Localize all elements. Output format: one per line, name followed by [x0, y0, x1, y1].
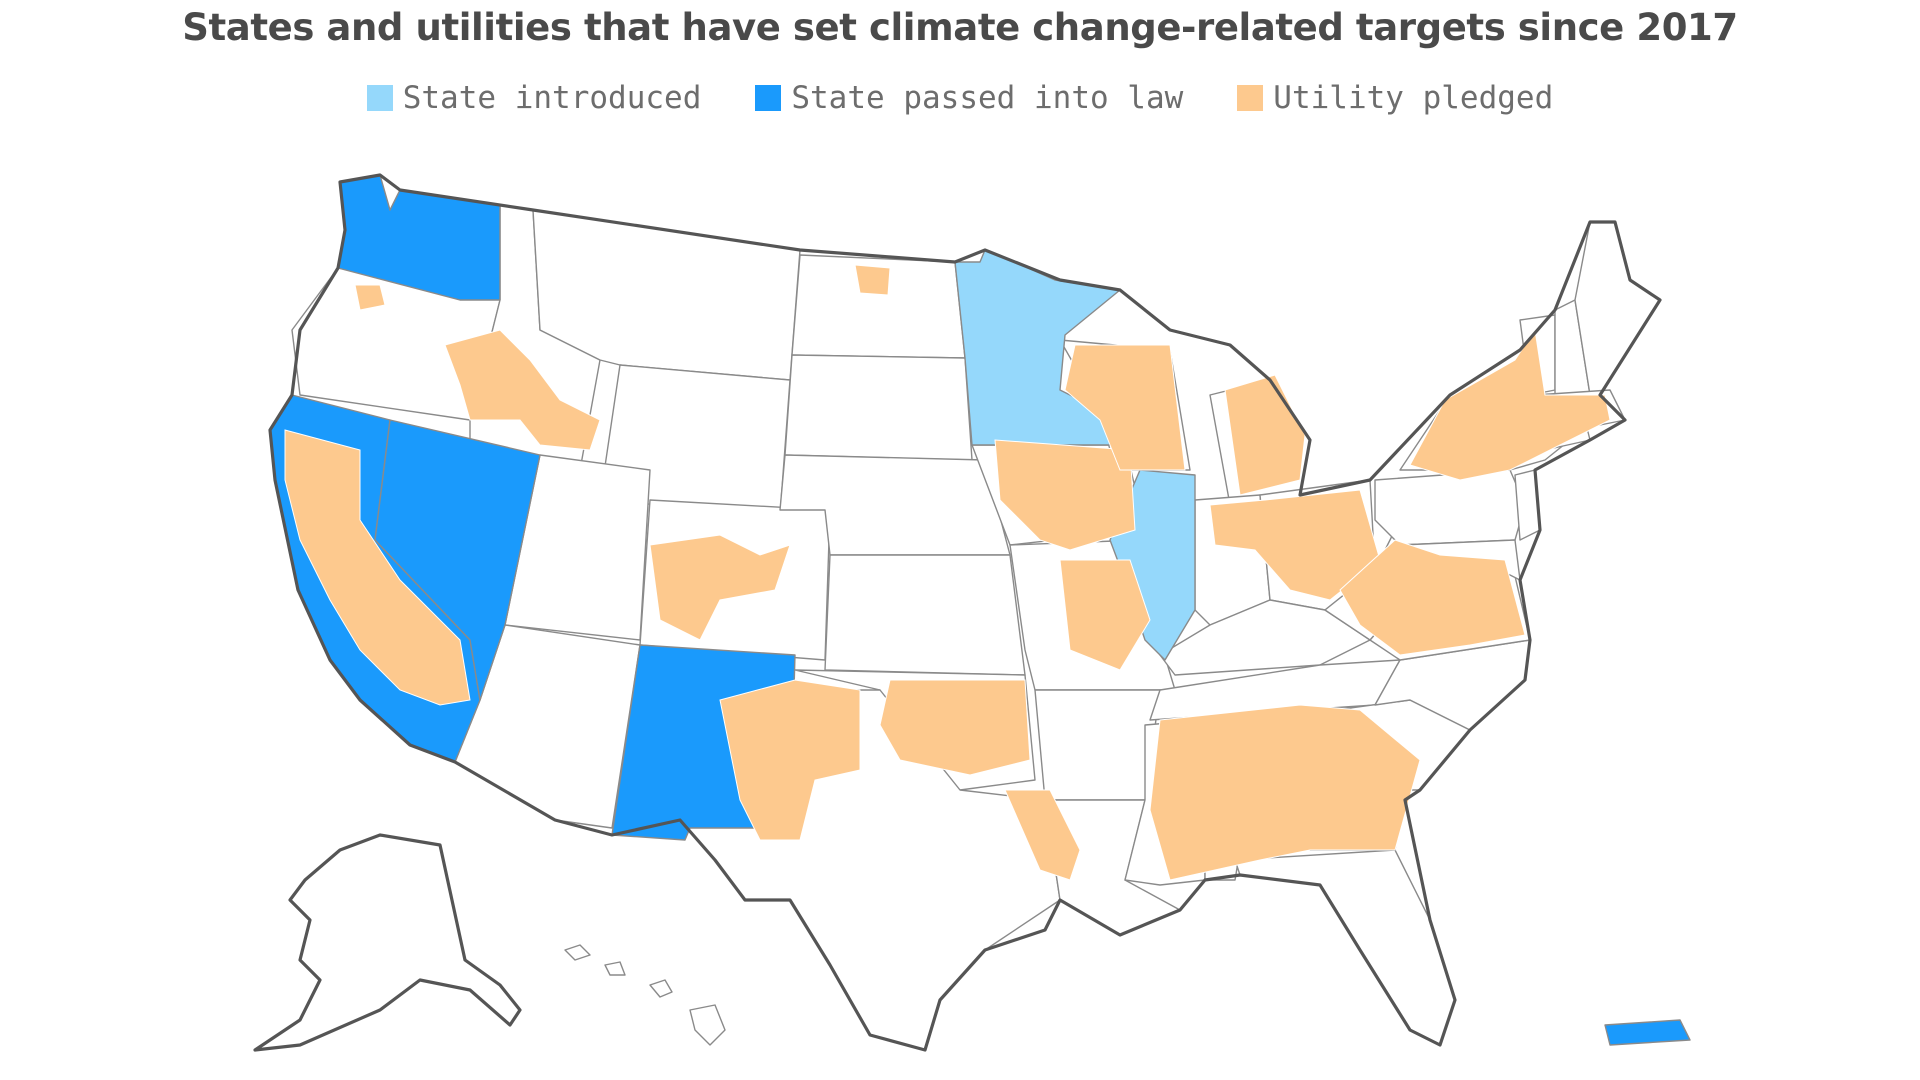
utility-region-oklahoma [879, 679, 1031, 776]
legend-label-state-introduced: State introduced [402, 80, 702, 116]
legend: State introduced State passed into law U… [0, 80, 1920, 116]
state-puerto-rico [1604, 1019, 1691, 1046]
legend-label-state-passed: State passed into law [791, 80, 1184, 116]
legend-swatch-state-passed [755, 85, 782, 111]
map-title: States and utilities that have set clima… [182, 6, 1738, 49]
outline-alaska [253, 833, 522, 1052]
utility-region-ohio-valley [1209, 489, 1381, 601]
national-outline [253, 173, 1662, 1052]
legend-swatch-utility-pledged [1237, 85, 1264, 111]
utility-region-appalachia [1339, 539, 1526, 656]
legend-swatch-state-introduced [366, 85, 393, 111]
outline-lower48 [268, 173, 1662, 1052]
state-hawaii [564, 944, 726, 1046]
utility-region-north-dakota [854, 264, 891, 296]
legend-item-state-introduced: State introduced [366, 80, 702, 116]
state-alaska [254, 834, 521, 1051]
utility-region-oregon [354, 284, 386, 311]
state-nevada [374, 419, 541, 701]
state-arkansas [1034, 689, 1161, 801]
utility-region-northeast [1409, 328, 1611, 481]
utility-region-idaho [444, 329, 601, 451]
utility-region-missouri-south [1059, 559, 1151, 671]
utility-region-colorado [649, 534, 791, 641]
legend-item-state-passed: State passed into law [755, 80, 1183, 116]
legend-item-utility-pledged: Utility pledged [1237, 80, 1553, 116]
utility-region-louisiana [1004, 789, 1081, 881]
utility-region-wisconsin [1064, 344, 1186, 471]
utility-region-southeast [1149, 704, 1421, 881]
state-kansas [824, 554, 1026, 676]
utility-region-east-new-mexico [719, 679, 861, 841]
utility-regions [284, 264, 1611, 881]
legend-label-utility-pledged: Utility pledged [1273, 80, 1554, 116]
utility-region-michigan [1224, 374, 1306, 496]
state-pennsylvania [1374, 469, 1526, 546]
state-south-dakota [784, 354, 973, 461]
utility-region-california [284, 429, 471, 706]
